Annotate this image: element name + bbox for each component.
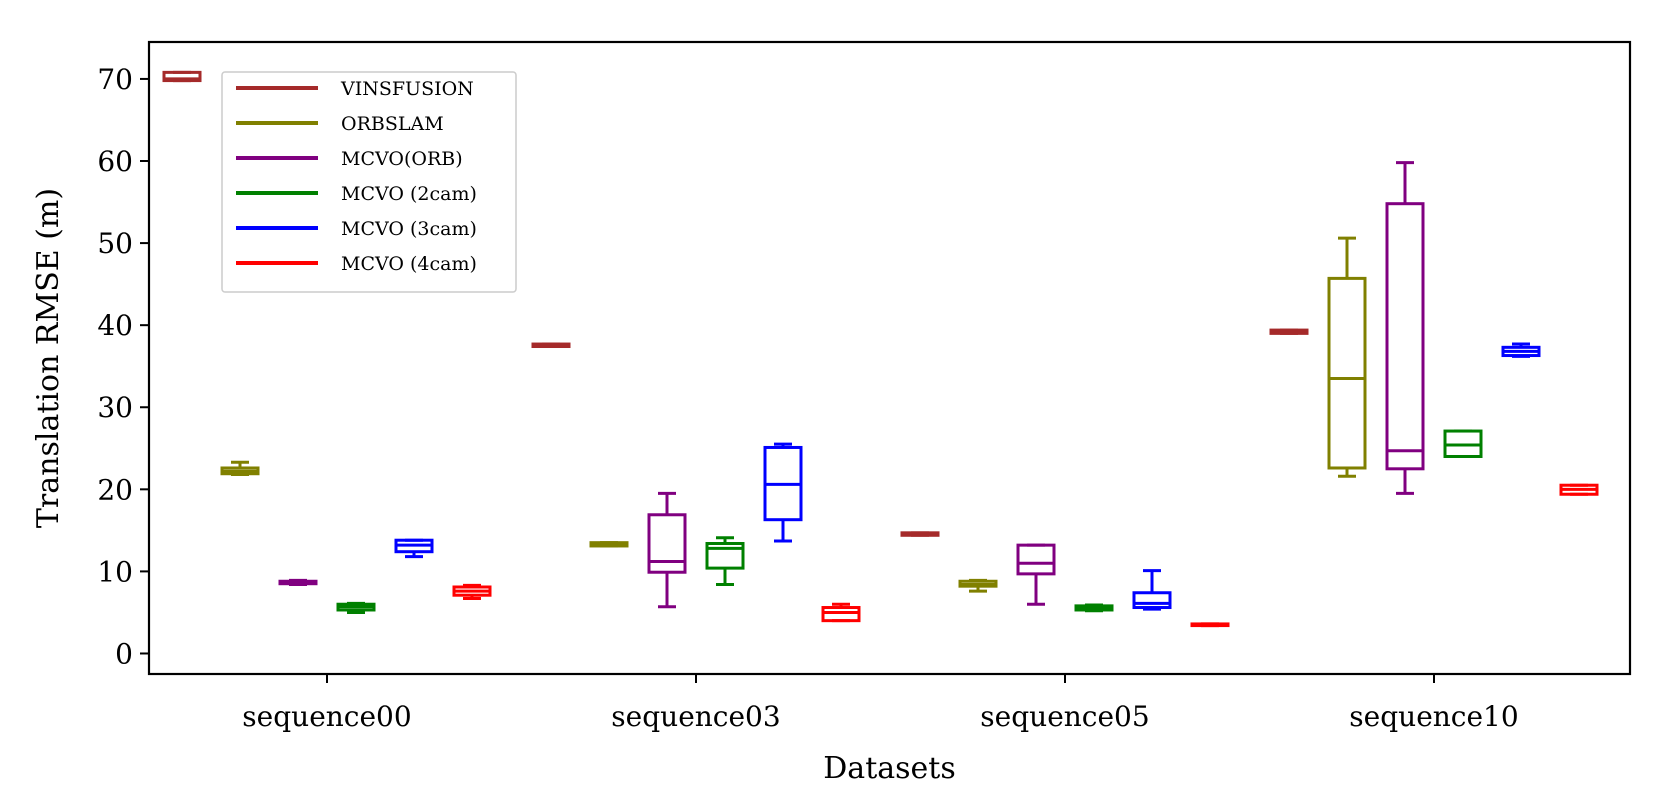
box-mcvo-4cam--sequence05	[1190, 622, 1230, 628]
legend-label: MCVO (4cam)	[341, 253, 477, 275]
box-mcvo-4cam--sequence00	[452, 583, 492, 600]
x-axis-label: Datasets	[823, 751, 955, 786]
box-mcvo-2cam--sequence05	[1074, 603, 1114, 613]
plot-frame	[147, 40, 1632, 676]
box-mcvo-4cam--sequence03	[821, 602, 861, 623]
box-mcvo-orb--sequence10	[1385, 161, 1425, 495]
box-orbslam-sequence10	[1327, 236, 1367, 478]
box-mcvo-2cam--sequence00	[336, 601, 376, 614]
y-tick-label: 30	[97, 391, 133, 424]
box-mcvo-orb--sequence03	[647, 491, 687, 609]
y-tick-group: 0 10 20 30 40 50 60 70	[97, 63, 149, 670]
legend-frame	[221, 71, 517, 293]
box-vinsfusion-sequence10	[1269, 328, 1309, 335]
x-tick-label: sequence10	[1349, 700, 1518, 733]
legend-label: MCVO (2cam)	[341, 183, 477, 205]
box-body	[1327, 276, 1367, 470]
box-mcvo-3cam--sequence03	[763, 442, 803, 543]
legend: VINSFUSION ORBSLAM MCVO(ORB) MCVO (2cam) MCV…	[221, 71, 517, 293]
box-group	[162, 70, 1599, 628]
box-body	[705, 541, 745, 570]
box-body	[1016, 543, 1056, 576]
box-orbslam-sequence00	[220, 460, 260, 477]
box-mcvo-3cam--sequence10	[1501, 342, 1541, 358]
y-tick-label: 70	[97, 63, 133, 96]
box-body	[1385, 202, 1425, 471]
box-vinsfusion-sequence05	[900, 531, 940, 537]
x-tick-label: sequence03	[611, 700, 780, 733]
box-mcvo-2cam--sequence03	[705, 536, 745, 587]
y-tick-label: 10	[97, 555, 133, 588]
box-mcvo-orb--sequence05	[1016, 543, 1056, 606]
y-axis-label: Translation RMSE (m)	[31, 188, 66, 528]
y-tick-label: 20	[97, 473, 133, 506]
y-tick-label: 60	[97, 145, 133, 178]
box-vinsfusion-sequence03	[531, 342, 571, 349]
box-body	[647, 513, 687, 574]
x-tick-label: sequence05	[980, 700, 1149, 733]
legend-label: VINSFUSION	[340, 78, 474, 100]
x-tick-label: sequence00	[242, 700, 411, 733]
box-mcvo-3cam--sequence00	[394, 538, 434, 559]
legend-label: MCVO (3cam)	[341, 218, 477, 240]
box-orbslam-sequence05	[958, 578, 998, 593]
box-mcvo-orb--sequence00	[278, 578, 318, 587]
y-tick-label: 50	[97, 227, 133, 260]
box-body	[821, 606, 861, 623]
box-body	[1132, 591, 1172, 610]
box-mcvo-4cam--sequence10	[1559, 483, 1599, 496]
x-tick-group: sequence00 sequence03 sequence05 sequence10	[242, 674, 1519, 733]
box-orbslam-sequence03	[589, 541, 629, 548]
y-tick-label: 0	[115, 637, 133, 670]
box-vinsfusion-sequence00	[162, 70, 202, 83]
box-body	[162, 70, 202, 83]
box-mcvo-2cam--sequence10	[1443, 429, 1483, 458]
y-tick-label: 40	[97, 309, 133, 342]
box-mcvo-3cam--sequence05	[1132, 569, 1172, 611]
legend-label: MCVO(ORB)	[341, 148, 463, 170]
legend-label: ORBSLAM	[341, 113, 444, 135]
